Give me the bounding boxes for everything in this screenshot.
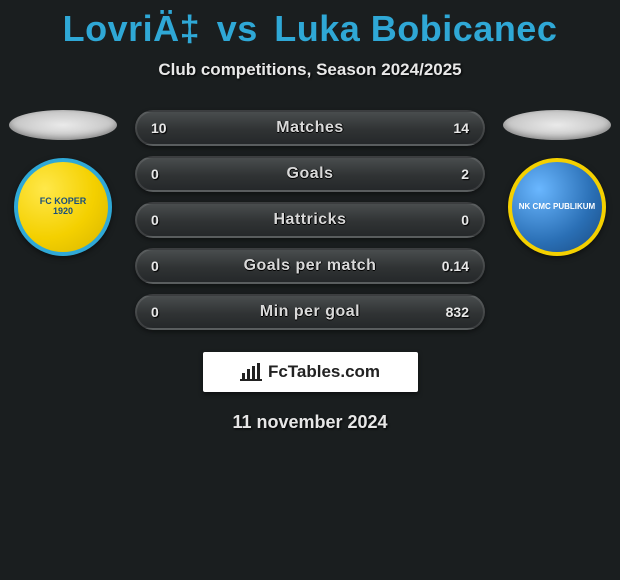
stat-goals-right: 2 [461,166,469,182]
stat-mpg-right: 832 [446,304,469,320]
stat-goals-label: Goals [287,165,334,183]
club-badge-right: NK CMC PUBLIKUM [508,158,606,256]
stat-gpm-right: 0.14 [442,258,469,274]
stat-matches-right: 14 [453,120,469,136]
stat-row-gpm: 0 Goals per match 0.14 [135,248,485,284]
player2-silhouette [503,110,611,140]
stats-list: 10 Matches 14 0 Goals 2 0 Hattricks 0 0 … [135,110,485,330]
stat-matches-left: 10 [151,120,167,136]
club-badge-right-label: NK CMC PUBLIKUM [519,203,595,212]
stat-gpm-left: 0 [151,258,159,274]
stat-hattricks-label: Hattricks [274,211,347,229]
left-column: FC KOPER 1920 [8,110,118,256]
brand-text: FcTables.com [268,362,380,382]
stat-goals-left: 0 [151,166,159,182]
date-label: 11 november 2024 [0,412,620,433]
brand-box: FcTables.com [203,352,418,392]
subtitle: Club competitions, Season 2024/2025 [0,60,620,80]
stat-row-hattricks: 0 Hattricks 0 [135,202,485,238]
stat-row-matches: 10 Matches 14 [135,110,485,146]
player1-silhouette [9,110,117,140]
stat-row-goals: 0 Goals 2 [135,156,485,192]
player1-name: LovriÄ‡ [63,8,201,49]
bar-chart-icon [240,363,262,381]
stat-mpg-label: Min per goal [260,303,360,321]
stat-hattricks-right: 0 [461,212,469,228]
stat-mpg-left: 0 [151,304,159,320]
stat-row-mpg: 0 Min per goal 832 [135,294,485,330]
stat-hattricks-left: 0 [151,212,159,228]
comparison-title: LovriÄ‡ vs Luka Bobicanec [0,0,620,50]
club-badge-left: FC KOPER 1920 [14,158,112,256]
club-badge-left-label: FC KOPER 1920 [40,197,87,217]
vs-label: vs [217,8,258,49]
player2-name: Luka Bobicanec [274,8,557,49]
main-container: FC KOPER 1920 10 Matches 14 0 Goals 2 0 … [0,110,620,330]
stat-matches-label: Matches [276,119,344,137]
right-column: NK CMC PUBLIKUM [502,110,612,256]
stat-gpm-label: Goals per match [244,257,377,275]
